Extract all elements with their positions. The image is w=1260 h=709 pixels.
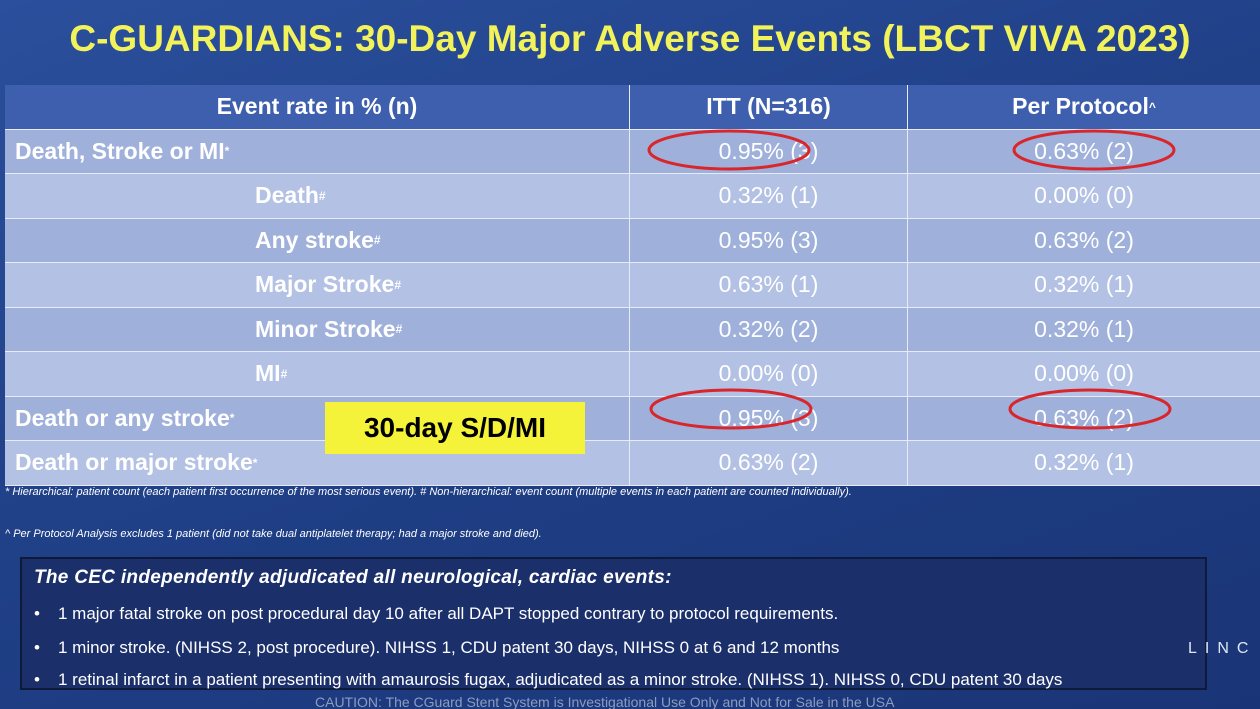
cell-text: Per Protocol xyxy=(1012,93,1149,120)
pp-cell: 0.32% (1) xyxy=(908,441,1260,485)
cell-text: 0.95% (3) xyxy=(718,137,819,164)
itt-cell: 0.32% (2) xyxy=(630,307,908,351)
row-label: Major Stroke # xyxy=(5,263,630,307)
cell-text: 0.32% (1) xyxy=(1034,315,1134,342)
cell-text: ITT (N=316) xyxy=(706,93,831,120)
table-row: Death #0.32% (1) 0.00% (0) xyxy=(5,174,1260,219)
cell-text: 0.95% (3) xyxy=(718,226,819,253)
footnote-mark: ^ xyxy=(1148,99,1156,114)
cell-text: 0.32% (1) xyxy=(1034,449,1134,476)
caution-note: CAUTION: The CGuard Stent System is Inve… xyxy=(315,694,895,709)
cell-text: Death or major stroke xyxy=(15,449,253,476)
cell-text: Minor Stroke xyxy=(255,315,396,342)
footnote: ^ Per Protocol Analysis excludes 1 patie… xyxy=(5,528,542,540)
itt-cell: 0.00% (0) xyxy=(630,352,908,396)
pp-cell: 0.00% (0) xyxy=(908,352,1260,396)
cell-text: Death, Stroke or MI xyxy=(15,137,225,164)
footnote-mark: # xyxy=(394,277,402,292)
cell-text: Any stroke xyxy=(255,226,374,253)
cell-text: 0.00% (0) xyxy=(1034,360,1134,387)
itt-cell: 0.95% (3) xyxy=(630,396,908,440)
cell-text: 0.63% (2) xyxy=(1034,404,1134,431)
slide-title: C-GUARDIANS: 30-Day Major Adverse Events… xyxy=(69,18,1191,59)
cell-text: 0.32% (1) xyxy=(1034,271,1134,298)
table-row: Minor Stroke #0.32% (2) 0.32% (1) xyxy=(5,307,1260,352)
itt-cell: 0.63% (1) xyxy=(630,263,908,307)
itt-cell: 0.95% (3) xyxy=(630,129,908,173)
summary-box: The CEC independently adjudicated all ne… xyxy=(20,557,1207,690)
table-row: Death, Stroke or MI * 0.95% (3) 0.63% (2) xyxy=(5,129,1260,174)
footnote-mark: # xyxy=(318,188,326,203)
row-label: Death or major stroke * xyxy=(5,441,630,485)
cell-text: 0.32% (2) xyxy=(718,315,819,342)
table-row: Any stroke #0.95% (3) 0.63% (2) xyxy=(5,218,1260,263)
footnote-mark: # xyxy=(373,233,381,248)
table-row: Death or major stroke * 0.63% (2) 0.32% (1) xyxy=(5,441,1260,486)
bullet: 1 retinal infarct in a patient presentin… xyxy=(34,670,1062,690)
table-row: Death or any stroke * 0.95% (3) 0.63% (2) xyxy=(5,396,1260,441)
pp-cell: 0.32% (1) xyxy=(908,263,1260,307)
footnote-mark: # xyxy=(280,366,288,381)
bullet: 1 minor stroke. (NIHSS 2, post procedure… xyxy=(34,638,839,658)
footnote: * Hierarchical: patient count (each pati… xyxy=(5,486,852,498)
cell-text: 0.63% (2) xyxy=(1034,226,1134,253)
cell-text: 0.00% (0) xyxy=(1034,182,1134,209)
row-label: Any stroke # xyxy=(5,218,630,262)
row-label: Death # xyxy=(5,174,630,218)
itt-cell: 0.95% (3) xyxy=(630,218,908,262)
cell-text: Major Stroke xyxy=(255,271,395,298)
cell-text: Event rate in % (n) xyxy=(216,93,418,120)
footnote-mark: # xyxy=(395,322,403,337)
cell-text: Death xyxy=(255,182,319,209)
bullet: 1 major fatal stroke on post procedural … xyxy=(34,604,838,624)
header-row: Event rate in % (n) ITT (N=316) Per Protoc… xyxy=(5,85,1260,130)
header-cell: ITT (N=316) xyxy=(630,85,908,129)
pp-cell: 0.32% (1) xyxy=(908,308,1260,352)
row-label: Death or any stroke * xyxy=(5,396,630,440)
row-label: Minor Stroke # xyxy=(5,307,630,351)
footnote-mark: * xyxy=(252,455,258,470)
pp-cell: 0.63% (2) xyxy=(908,397,1260,441)
footnote-mark: * xyxy=(229,411,235,426)
row-label: MI # xyxy=(5,352,630,396)
itt-cell: 0.63% (2) xyxy=(630,441,908,485)
logo: LINC xyxy=(1188,640,1257,657)
pp-cell: 0.63% (2) xyxy=(908,130,1260,174)
cell-text: MI xyxy=(255,360,281,387)
table-row: MI #0.00% (0) 0.00% (0) xyxy=(5,352,1260,397)
callout: 30-day S/D/MI xyxy=(325,402,585,454)
footnote-mark: * xyxy=(224,144,230,159)
table-row: Major Stroke #0.63% (1) 0.32% (1) xyxy=(5,263,1260,308)
cell-text: 0.63% (2) xyxy=(1034,137,1134,164)
header-cell: Event rate in % (n) xyxy=(5,85,630,129)
cell-text: 0.63% (1) xyxy=(718,271,819,298)
results-table: Event rate in % (n) ITT (N=316) Per Protoc… xyxy=(5,85,1260,486)
cell-text: 0.95% (3) xyxy=(718,404,819,431)
cell-text: 0.00% (0) xyxy=(718,360,819,387)
header-cell: Per Protocol ^ xyxy=(908,85,1260,129)
itt-cell: 0.32% (1) xyxy=(630,174,908,218)
cell-text: Death or any stroke xyxy=(15,404,230,431)
pp-cell: 0.63% (2) xyxy=(908,219,1260,263)
row-label: Death, Stroke or MI * xyxy=(5,129,630,173)
pp-cell: 0.00% (0) xyxy=(908,174,1260,218)
box-title: The CEC independently adjudicated all ne… xyxy=(34,567,672,588)
cell-text: 0.63% (2) xyxy=(718,449,819,476)
cell-text: 0.32% (1) xyxy=(718,182,819,209)
